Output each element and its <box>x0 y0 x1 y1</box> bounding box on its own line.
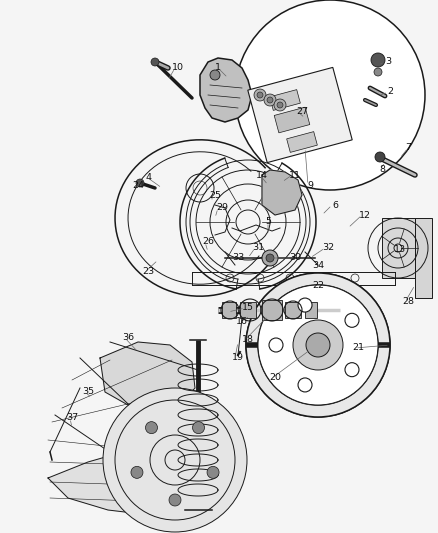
Circle shape <box>267 97 273 103</box>
Text: 22: 22 <box>312 280 324 289</box>
Text: 28: 28 <box>402 297 414 306</box>
Circle shape <box>293 320 343 370</box>
Circle shape <box>374 68 382 76</box>
Circle shape <box>258 285 378 405</box>
Polygon shape <box>286 132 318 152</box>
Text: 13: 13 <box>394 246 406 254</box>
Polygon shape <box>200 58 252 122</box>
Circle shape <box>257 92 263 98</box>
Circle shape <box>298 298 312 312</box>
Circle shape <box>371 53 385 67</box>
Polygon shape <box>48 450 195 515</box>
Text: 7: 7 <box>405 143 411 152</box>
Text: 4: 4 <box>145 174 151 182</box>
Circle shape <box>210 70 220 80</box>
Circle shape <box>274 99 286 111</box>
Text: 16: 16 <box>236 318 248 327</box>
Text: 9: 9 <box>307 181 313 190</box>
Text: 11: 11 <box>289 171 301 180</box>
Text: 26: 26 <box>202 238 214 246</box>
Text: 8: 8 <box>379 166 385 174</box>
Circle shape <box>246 273 390 417</box>
Text: 6: 6 <box>332 200 338 209</box>
Text: 18: 18 <box>242 335 254 344</box>
Circle shape <box>266 254 274 262</box>
Circle shape <box>277 102 283 108</box>
Text: 27: 27 <box>296 108 308 117</box>
Circle shape <box>131 466 143 478</box>
Circle shape <box>258 285 378 405</box>
Bar <box>262 300 282 320</box>
Circle shape <box>193 422 205 434</box>
Text: 12: 12 <box>359 211 371 220</box>
Circle shape <box>207 466 219 478</box>
Text: 32: 32 <box>322 244 334 253</box>
Text: 34: 34 <box>312 261 324 270</box>
Text: 25: 25 <box>209 190 221 199</box>
Polygon shape <box>382 218 415 278</box>
Bar <box>222 302 236 318</box>
Circle shape <box>298 378 312 392</box>
Circle shape <box>269 338 283 352</box>
Circle shape <box>254 89 266 101</box>
Text: 1: 1 <box>215 63 221 72</box>
Polygon shape <box>262 170 302 215</box>
Circle shape <box>169 494 181 506</box>
Text: 14: 14 <box>256 171 268 180</box>
Bar <box>305 302 317 318</box>
Circle shape <box>103 388 247 532</box>
Circle shape <box>264 94 276 106</box>
Text: 35: 35 <box>82 387 94 397</box>
Text: 19: 19 <box>232 353 244 362</box>
Text: 15: 15 <box>242 303 254 312</box>
Text: 37: 37 <box>66 414 78 423</box>
Bar <box>285 302 301 318</box>
Text: 36: 36 <box>122 334 134 343</box>
Text: 24: 24 <box>132 181 144 190</box>
Text: 31: 31 <box>252 244 264 253</box>
Text: 23: 23 <box>142 268 154 277</box>
Circle shape <box>306 333 330 357</box>
Text: 29: 29 <box>216 204 228 213</box>
Circle shape <box>262 250 278 266</box>
Circle shape <box>136 179 144 187</box>
Text: 2: 2 <box>387 87 393 96</box>
Circle shape <box>235 0 425 190</box>
Text: 20: 20 <box>269 374 281 383</box>
Circle shape <box>246 273 390 417</box>
Polygon shape <box>270 90 300 110</box>
Circle shape <box>145 422 158 434</box>
Circle shape <box>375 152 385 162</box>
Text: 30: 30 <box>289 254 301 262</box>
Polygon shape <box>100 342 195 408</box>
Polygon shape <box>274 107 310 133</box>
Circle shape <box>345 362 359 377</box>
Text: 3: 3 <box>385 58 391 67</box>
Text: 21: 21 <box>352 343 364 352</box>
Text: 33: 33 <box>232 254 244 262</box>
Circle shape <box>151 58 159 66</box>
Circle shape <box>345 313 359 327</box>
Text: 10: 10 <box>172 63 184 72</box>
Text: 5: 5 <box>265 217 271 227</box>
Polygon shape <box>248 67 352 163</box>
Bar <box>240 302 256 318</box>
Polygon shape <box>415 218 432 298</box>
